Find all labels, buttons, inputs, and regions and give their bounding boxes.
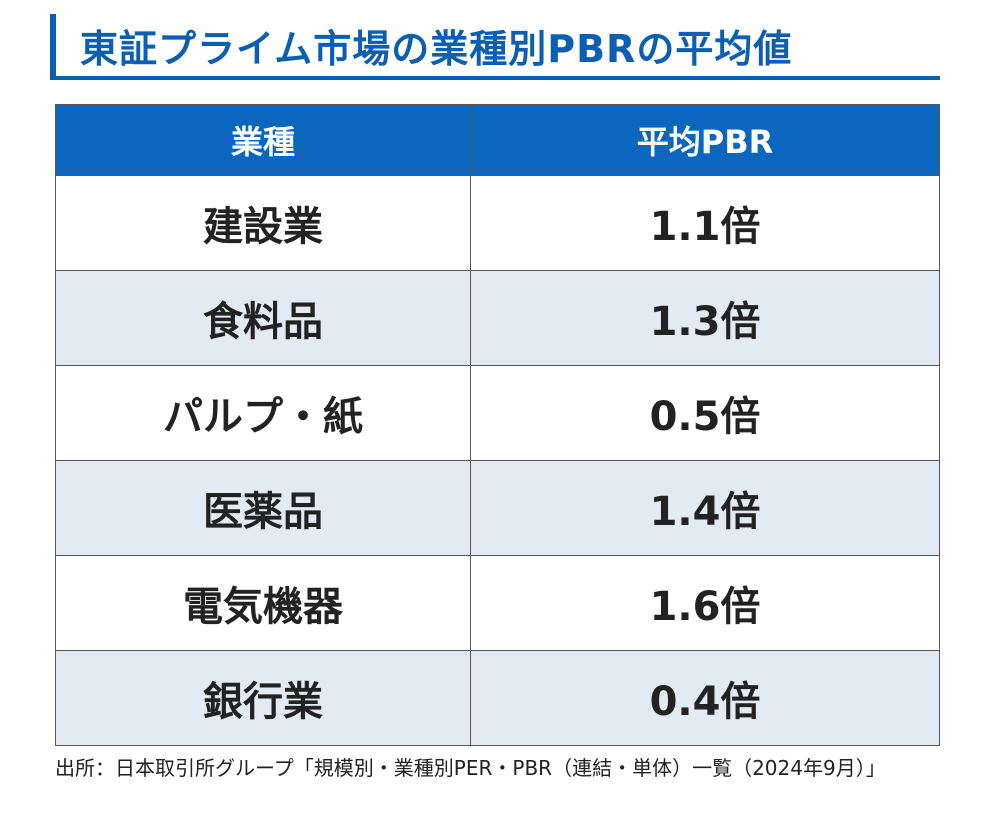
sector-cell: 電気機器 <box>55 555 471 651</box>
sector-cell: 医薬品 <box>55 460 471 556</box>
table-row: 建設業 1.1倍 <box>55 175 940 271</box>
pbr-cell: 1.4倍 <box>470 460 940 556</box>
pbr-cell: 0.4倍 <box>470 650 940 746</box>
table-row: 医薬品 1.4倍 <box>55 460 940 556</box>
sector-cell: パルプ・紙 <box>55 365 471 461</box>
column-header-pbr: 平均PBR <box>470 104 940 176</box>
sector-cell: 食料品 <box>55 270 471 366</box>
title-bar: 東証プライム市場の業種別PBRの平均値 <box>50 14 940 80</box>
table-row: パルプ・紙 0.5倍 <box>55 365 940 461</box>
chart-title: 東証プライム市場の業種別PBRの平均値 <box>80 27 793 71</box>
table-row: 銀行業 0.4倍 <box>55 650 940 746</box>
pbr-cell: 0.5倍 <box>470 365 940 461</box>
pbr-cell: 1.3倍 <box>470 270 940 366</box>
pbr-cell: 1.6倍 <box>470 555 940 651</box>
sector-cell: 建設業 <box>55 175 471 271</box>
table-row: 電気機器 1.6倍 <box>55 555 940 651</box>
table-row: 食料品 1.3倍 <box>55 270 940 366</box>
column-header-sector: 業種 <box>55 104 471 176</box>
pbr-cell: 1.1倍 <box>470 175 940 271</box>
table-header-row: 業種 平均PBR <box>55 104 940 176</box>
source-note: 出所：日本取引所グループ「規模別・業種別PER・PBR（連結・単体）一覧（202… <box>55 756 886 780</box>
sector-cell: 銀行業 <box>55 650 471 746</box>
pbr-table: 業種 平均PBR 建設業 1.1倍 食料品 1.3倍 パルプ・紙 0.5倍 医薬… <box>55 104 940 746</box>
